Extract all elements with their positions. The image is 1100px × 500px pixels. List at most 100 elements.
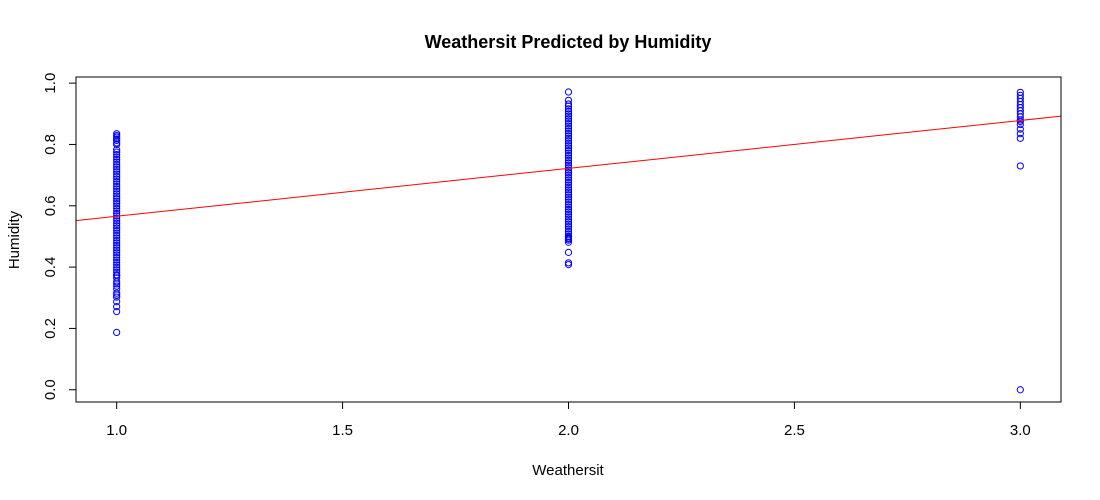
x-tick-label: 1.5 (332, 422, 353, 439)
data-point (564, 122, 573, 130)
data-point (113, 268, 121, 276)
data-point (564, 151, 573, 160)
data-point (113, 222, 121, 230)
data-point (113, 241, 121, 249)
data-point (564, 225, 573, 233)
data-point (564, 154, 573, 162)
data-point (1016, 386, 1024, 394)
x-tick-label: 1.0 (106, 422, 127, 439)
data-point (113, 266, 121, 274)
data-point (113, 219, 121, 227)
data-point (113, 204, 121, 213)
data-point (564, 196, 573, 204)
data-point (113, 130, 121, 138)
data-point (113, 202, 121, 210)
data-point (113, 197, 121, 205)
data-point (113, 282, 121, 290)
data-point (564, 159, 573, 167)
data-point (113, 195, 121, 203)
data-point (113, 256, 121, 264)
data-point (113, 182, 121, 191)
data-point (564, 127, 573, 135)
data-point (564, 137, 573, 145)
data-point (564, 210, 573, 218)
data-point (564, 213, 573, 221)
fit-layer (75, 115, 1062, 222)
y-tick-label: 0.6 (42, 195, 59, 216)
data-point (113, 239, 121, 247)
data-point (113, 258, 121, 267)
data-point (564, 171, 573, 179)
data-point (113, 293, 121, 301)
data-point (113, 163, 121, 171)
data-point (113, 146, 121, 154)
data-point (113, 251, 121, 259)
data-point (113, 150, 121, 159)
data-point (564, 230, 573, 238)
data-point (113, 224, 121, 232)
data-point (113, 263, 121, 272)
data-point (113, 253, 121, 262)
data-point (564, 124, 573, 133)
data-point (113, 274, 121, 282)
data-point (113, 135, 121, 143)
data-point (564, 146, 573, 155)
data-point (113, 261, 121, 269)
data-point (113, 155, 121, 164)
data-point (564, 203, 573, 211)
data-point (564, 100, 573, 108)
x-tick-label: 3.0 (1010, 422, 1031, 439)
data-point (113, 271, 121, 279)
data-point (564, 218, 573, 226)
data-point (113, 303, 121, 311)
data-point (564, 232, 573, 241)
data-point (564, 181, 573, 189)
y-tick-label: 0.8 (42, 134, 59, 155)
data-point (564, 178, 573, 187)
data-point (113, 190, 121, 198)
data-point (564, 188, 573, 196)
data-point (564, 112, 573, 120)
data-point (1016, 130, 1024, 138)
y-axis: 0.0 0.2 0.4 0.6 0.8 1.0 (42, 73, 76, 400)
data-point (564, 186, 573, 194)
data-point (113, 236, 121, 245)
data-point (113, 298, 121, 306)
data-point (564, 149, 573, 157)
data-point (113, 158, 121, 166)
data-point (113, 168, 121, 176)
x-tick-label: 2.5 (784, 422, 805, 439)
data-point (564, 110, 573, 118)
data-point (564, 156, 573, 164)
data-point (564, 191, 573, 199)
data-point (113, 214, 121, 222)
chart-title: Weathersit Predicted by Humidity (425, 32, 712, 52)
data-point (113, 131, 121, 140)
data-point (113, 165, 121, 173)
data-point (564, 142, 573, 150)
y-tick-label: 0.4 (42, 257, 59, 278)
data-point (1016, 134, 1024, 142)
data-point (113, 244, 121, 252)
data-point (564, 215, 573, 223)
data-point (564, 208, 573, 216)
data-point (564, 120, 573, 128)
data-point (564, 193, 573, 201)
y-tick-label: 0.2 (42, 318, 59, 339)
data-point (113, 249, 121, 257)
y-tick-label: 0.0 (42, 379, 59, 400)
data-point (113, 229, 121, 237)
data-point (1016, 162, 1024, 170)
data-point (1016, 125, 1024, 133)
data-point (564, 220, 573, 228)
data-point (564, 261, 573, 269)
data-point (564, 96, 573, 104)
y-axis-label: Humidity (6, 210, 23, 269)
data-point (564, 169, 573, 177)
data-point (113, 192, 121, 200)
data-point (564, 223, 573, 231)
data-point (113, 160, 121, 168)
data-point (564, 227, 573, 236)
data-point (564, 166, 573, 174)
